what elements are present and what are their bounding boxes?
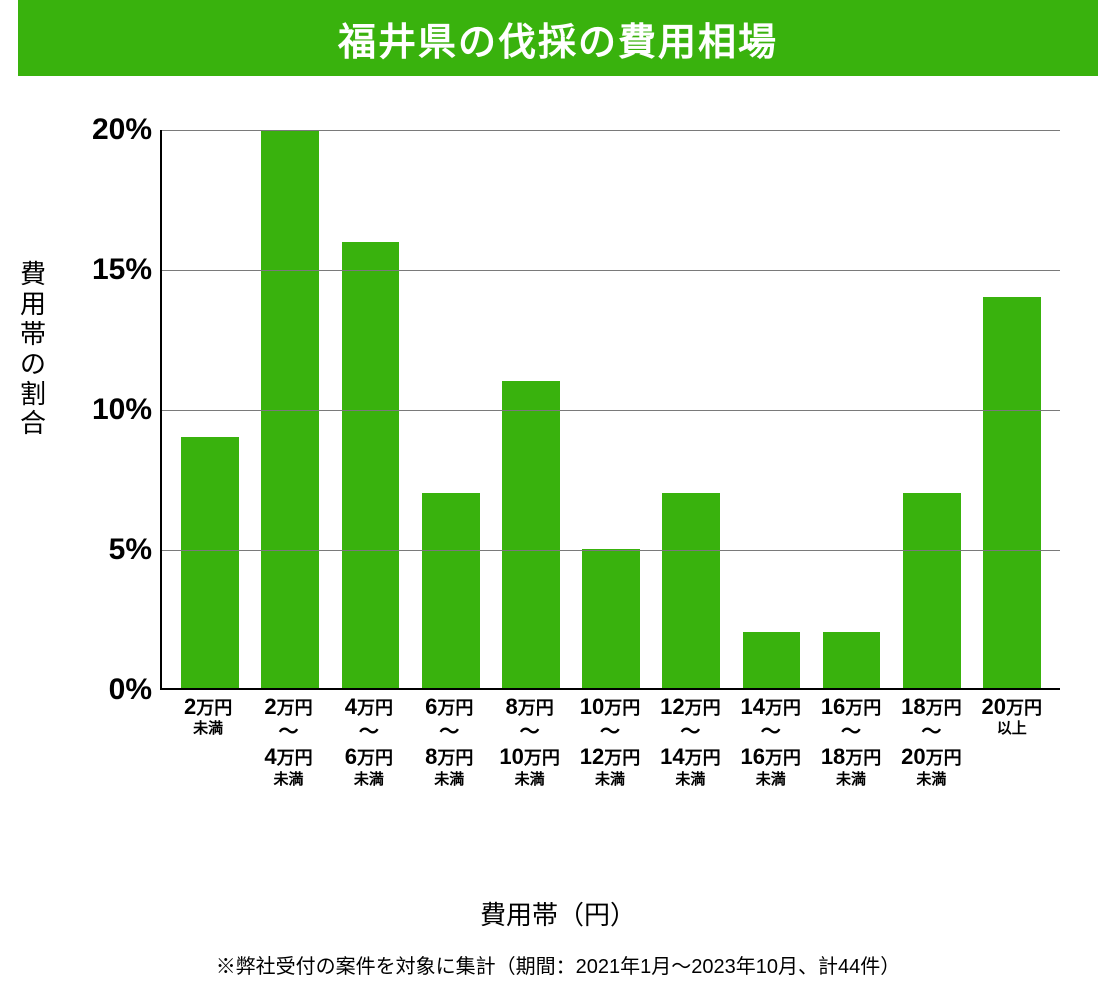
bar <box>823 632 881 688</box>
bar-slot <box>170 130 250 688</box>
x-label: 12万円〜14万円未満 <box>650 694 730 789</box>
bar <box>342 242 400 688</box>
x-label: 4万円〜6万円未満 <box>329 694 409 789</box>
x-label: 10万円〜12万円未満 <box>570 694 650 789</box>
bar-slot <box>250 130 330 688</box>
x-label: 16万円〜18万円未満 <box>811 694 891 789</box>
bar <box>662 493 720 688</box>
bar-slot <box>651 130 731 688</box>
bar-slot <box>892 130 972 688</box>
plot-area: 0%5%10%15%20% <box>160 130 1060 690</box>
bar-slot <box>330 130 410 688</box>
gridline <box>162 410 1060 411</box>
x-label: 6万円〜8万円未満 <box>409 694 489 789</box>
bar <box>903 493 961 688</box>
x-axis-title: 費用帯（円） <box>0 895 1116 932</box>
gridline <box>162 270 1060 271</box>
bar <box>422 493 480 688</box>
x-label: 2万円未満 <box>168 694 248 789</box>
ytick-label: 15% <box>92 253 152 287</box>
bar-slot <box>411 130 491 688</box>
bar <box>502 381 560 688</box>
bar-slot <box>812 130 892 688</box>
bar <box>983 297 1041 688</box>
chart-title: 福井県の伐採の費用相場 <box>338 11 778 66</box>
gridline <box>162 130 1060 131</box>
y-axis-title: 費用帯の割合 <box>18 260 48 439</box>
x-label: 20万円以上 <box>972 694 1052 789</box>
bar-slot <box>731 130 811 688</box>
ytick-label: 0% <box>109 673 152 707</box>
chart-container: 福井県の伐採の費用相場 費用帯の割合 0%5%10%15%20% 2万円未満2万… <box>0 0 1116 989</box>
footnote: ※弊社受付の案件を対象に集計（期間：2021年1月～2023年10月、計44件） <box>0 950 1116 979</box>
x-label: 8万円〜10万円未満 <box>489 694 569 789</box>
bar <box>181 437 239 688</box>
x-labels-group: 2万円未満2万円〜4万円未満4万円〜6万円未満6万円〜8万円未満8万円〜10万円… <box>160 694 1060 789</box>
chart-area: 0%5%10%15%20% 2万円未満2万円〜4万円未満4万円〜6万円未満6万円… <box>120 130 1070 730</box>
x-label: 14万円〜16万円未満 <box>731 694 811 789</box>
gridline <box>162 550 1060 551</box>
bar <box>743 632 801 688</box>
bar-slot <box>571 130 651 688</box>
x-label: 18万円〜20万円未満 <box>891 694 971 789</box>
bar-slot <box>491 130 571 688</box>
bars-group <box>162 130 1060 688</box>
ytick-label: 10% <box>92 393 152 427</box>
ytick-label: 20% <box>92 113 152 147</box>
title-bar: 福井県の伐採の費用相場 <box>18 0 1098 76</box>
bar <box>261 130 319 688</box>
bar-slot <box>972 130 1052 688</box>
ytick-label: 5% <box>109 533 152 567</box>
x-label: 2万円〜4万円未満 <box>248 694 328 789</box>
bar <box>582 549 640 689</box>
